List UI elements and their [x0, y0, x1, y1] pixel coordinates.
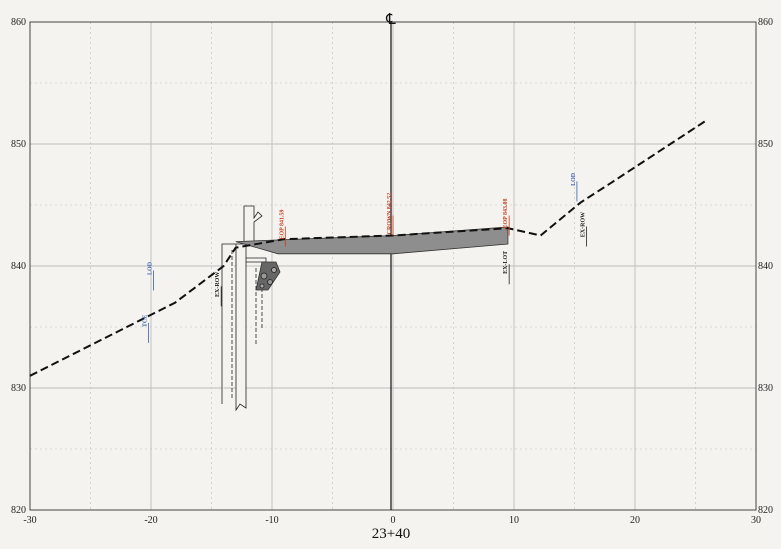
plot-frame — [29, 21, 757, 511]
x-tick-label: 30 — [751, 515, 761, 526]
y-tick-label-left: 860 — [11, 17, 26, 28]
x-tick-label: 10 — [509, 515, 519, 526]
y-tick-label-left: 850 — [11, 139, 26, 150]
y-tick-label-right: 830 — [758, 383, 773, 394]
existing-ground-line — [29, 118, 709, 377]
x-tick-label: -20 — [144, 515, 157, 526]
y-tick-label-left: 830 — [11, 383, 26, 394]
retaining-wall — [221, 205, 281, 412]
annotation-label: LOD — [571, 172, 577, 186]
y-tick-label-right: 840 — [758, 261, 773, 272]
annotation-label: EOP 843.08 — [503, 199, 509, 229]
annotation-label: EX-ROW — [581, 212, 587, 237]
annotation-label: CROWN 842.52 — [387, 193, 393, 235]
centerline-symbol: ℄ — [385, 12, 396, 28]
annotation-label: EX-LOT — [503, 251, 509, 274]
y-tick-label-right: 860 — [758, 17, 773, 28]
x-tick-label: 0 — [391, 515, 396, 526]
annotation-label: LOD — [147, 261, 153, 275]
station-label: 23+40 — [372, 526, 410, 542]
y-tick-label-left: 840 — [11, 261, 26, 272]
axis-ticks: -30 -20 -10 0 10 20 30820830840850860820830840… — [11, 17, 773, 526]
x-tick-label: -30 — [23, 515, 36, 526]
annotation-label: EX-ROW — [215, 272, 221, 297]
x-tick-label: -10 — [265, 515, 278, 526]
pavement-section — [235, 226, 509, 255]
grid — [29, 21, 757, 511]
x-tick-label: 20 — [630, 515, 640, 526]
y-tick-label-left: 820 — [11, 505, 26, 516]
y-tick-label-right: 850 — [758, 139, 773, 150]
annotation-labels: TCE LOD EOP 841.59 EX-ROW CROWN 842.52 EOP 84… — [143, 172, 587, 343]
annotation-label: EOP 841.59 — [279, 210, 285, 240]
y-tick-label-right: 820 — [758, 505, 773, 516]
annotation-label: TCE — [143, 315, 149, 327]
